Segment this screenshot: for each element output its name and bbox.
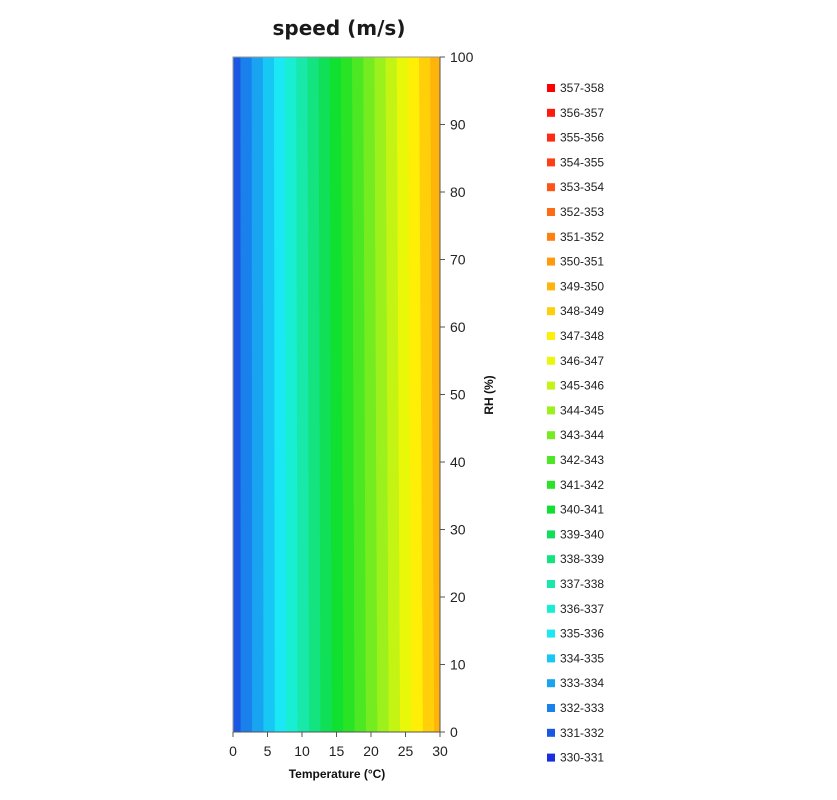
contour-band-337-338 <box>296 56 310 733</box>
y-tick-label: 20 <box>450 589 466 605</box>
y-tick-label: 40 <box>450 454 466 470</box>
plot-area <box>232 56 441 733</box>
y-tick-label: 60 <box>450 319 466 335</box>
legend-label: 348-349 <box>560 304 604 318</box>
x-tick-label: 0 <box>229 743 237 759</box>
contour-band-336-337 <box>285 56 299 733</box>
legend-swatch <box>547 133 555 142</box>
legend-swatch <box>547 530 555 539</box>
legend-label: 339-340 <box>560 527 604 541</box>
legend-swatch <box>547 480 555 489</box>
x-tick-label: 15 <box>329 743 345 759</box>
legend-label: 338-339 <box>560 552 604 566</box>
legend-label: 336-337 <box>560 602 604 616</box>
legend-swatch <box>547 84 555 92</box>
legend-label: 335-336 <box>560 627 604 641</box>
y-tick-label: 30 <box>450 522 466 538</box>
legend-swatch <box>547 456 555 464</box>
legend-label: 340-341 <box>560 503 604 517</box>
legend-label: 357-358 <box>560 81 604 95</box>
legend-swatch <box>547 406 555 415</box>
legend-swatch <box>547 158 555 167</box>
y-tick-label: 0 <box>450 724 458 740</box>
legend: 357-358 356-357 355-356 354-355 353-354 352-3… <box>547 81 604 765</box>
legend-swatch <box>547 108 555 117</box>
legend-swatch <box>547 555 555 564</box>
legend-swatch <box>547 654 555 663</box>
legend-label: 330-331 <box>560 751 604 765</box>
contour-band-334-335 <box>262 56 276 733</box>
legend-label: 346-347 <box>560 354 604 368</box>
legend-swatch <box>547 356 555 365</box>
y-tick-label: 10 <box>450 657 466 673</box>
contour-band-332-333 <box>240 56 253 733</box>
legend-label: 331-332 <box>560 726 604 740</box>
legend-label: 342-343 <box>560 453 604 467</box>
legend-swatch <box>547 728 555 737</box>
legend-swatch <box>547 679 555 688</box>
legend-label: 355-356 <box>560 131 604 145</box>
legend-label: 337-338 <box>560 577 604 591</box>
y-axis: 0 10 20 30 40 50 60 70 80 90 100 <box>439 49 474 740</box>
x-tick-label: 10 <box>294 743 310 759</box>
contour-band-335-336 <box>273 56 287 733</box>
legend-label: 333-334 <box>560 676 604 690</box>
x-tick-label: 20 <box>363 743 379 759</box>
legend-label: 352-353 <box>560 205 604 219</box>
contour-band-331-332 <box>232 56 242 733</box>
y-tick-label: 50 <box>450 387 466 403</box>
y-tick-label: 100 <box>450 49 474 65</box>
contour-band-338-339 <box>307 56 321 733</box>
y-tick-label: 90 <box>450 117 466 133</box>
legend-swatch <box>547 282 555 291</box>
legend-swatch <box>547 257 555 266</box>
legend-swatch <box>547 183 555 192</box>
legend-swatch <box>547 232 555 241</box>
legend-label: 347-348 <box>560 329 604 343</box>
legend-label: 354-355 <box>560 155 604 169</box>
x-axis-label: Temperature (°C) <box>289 767 386 781</box>
legend-swatch <box>547 629 555 638</box>
x-tick-label: 30 <box>432 743 448 759</box>
y-tick-label: 70 <box>450 252 466 268</box>
legend-swatch <box>547 307 555 316</box>
y-axis-label: RH (%) <box>482 375 496 414</box>
x-axis: 0 5 10 15 20 25 30 <box>229 731 448 759</box>
legend-label: 356-357 <box>560 106 604 120</box>
legend-swatch <box>547 580 555 588</box>
legend-swatch <box>547 208 555 216</box>
legend-swatch <box>547 332 555 340</box>
legend-swatch <box>547 704 555 712</box>
legend-swatch <box>547 431 555 440</box>
legend-swatch <box>547 753 555 762</box>
legend-swatch <box>547 505 555 514</box>
contour-band-333-334 <box>251 56 265 733</box>
legend-label: 345-346 <box>560 379 604 393</box>
legend-label: 351-352 <box>560 230 604 244</box>
legend-label: 334-335 <box>560 651 604 665</box>
legend-label: 332-333 <box>560 701 604 715</box>
legend-swatch <box>547 381 555 390</box>
y-tick-label: 80 <box>450 184 466 200</box>
legend-swatch <box>547 604 555 613</box>
legend-label: 350-351 <box>560 255 604 269</box>
x-tick-label: 5 <box>264 743 272 759</box>
legend-label: 341-342 <box>560 478 604 492</box>
legend-label: 353-354 <box>560 180 604 194</box>
x-tick-label: 25 <box>398 743 414 759</box>
legend-label: 349-350 <box>560 279 604 293</box>
chart-title: speed (m/s) <box>273 16 406 40</box>
legend-label: 344-345 <box>560 403 604 417</box>
legend-label: 343-344 <box>560 428 604 442</box>
